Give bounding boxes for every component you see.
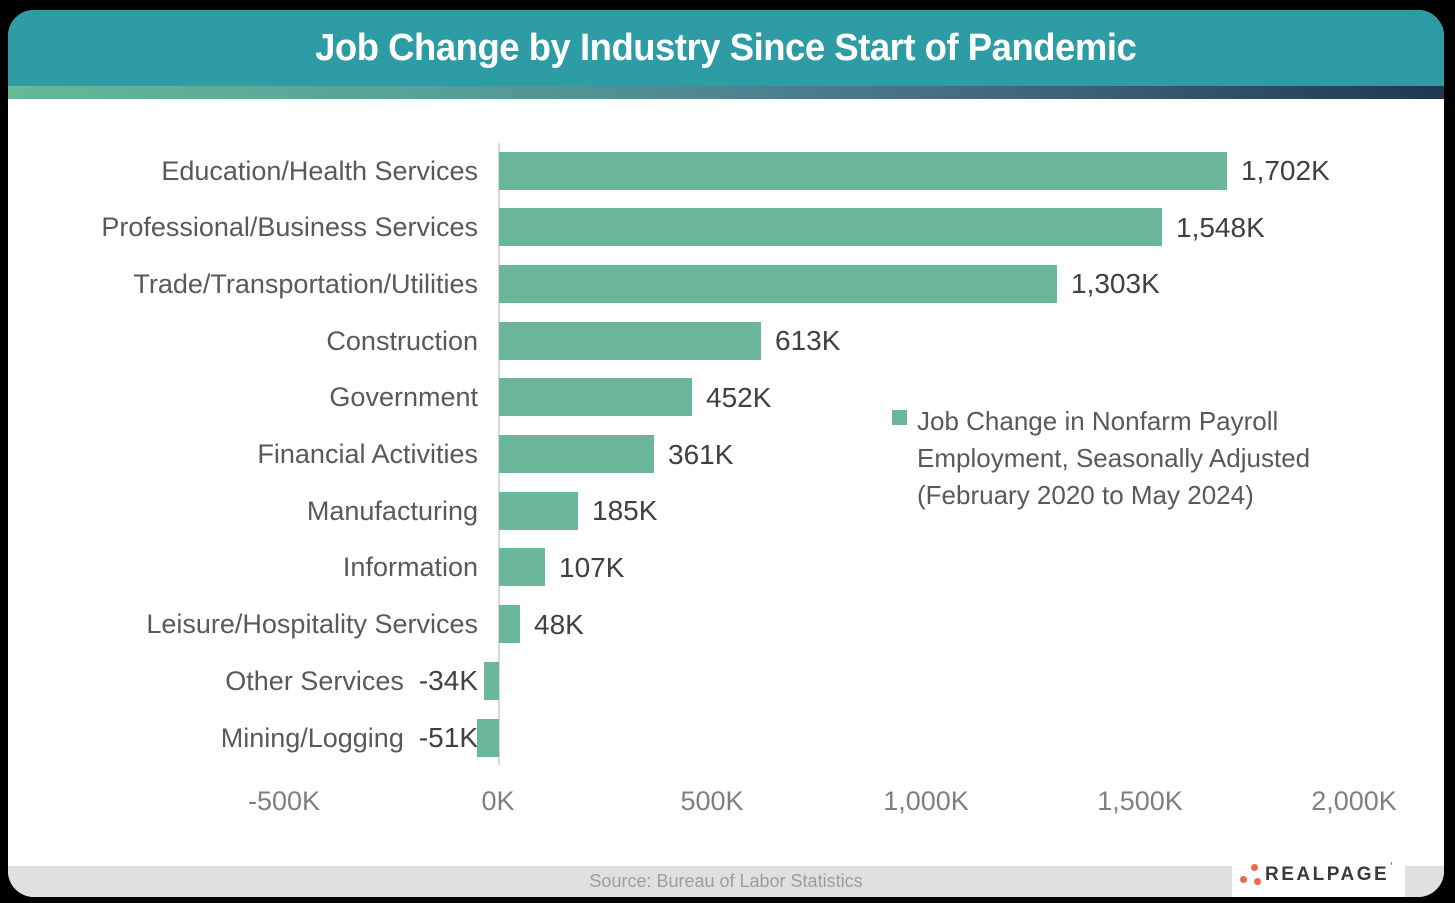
category-label-group: Professional/Business Services [8,199,478,256]
category-label: Manufacturing [306,495,478,526]
category-label-group: Construction [8,313,478,370]
bar [499,548,545,587]
bar [499,321,761,360]
bar [499,208,1162,247]
value-label: 48K [534,608,584,640]
bar-row: Financial Activities 361K [8,426,1444,483]
logo-dot-icon [1251,864,1258,871]
category-label: Information [342,552,478,583]
legend-line: Employment, Seasonally Adjusted [917,443,1311,473]
bar [499,435,654,473]
source-text: Source: Bureau of Labor Statistics [589,871,863,891]
chart-card: Job Change by Industry Since Start of Pa… [8,10,1444,897]
x-axis-tick-label: 1,500K [1097,786,1183,816]
category-label: Mining/Logging [220,722,404,753]
value-label: 1,303K [1071,268,1160,300]
x-axis-tick-label: 2,000K [1311,786,1397,816]
x-axis-tick-label: 0K [481,786,515,816]
logo-dot-icon [1240,876,1247,883]
bar-row: Leisure/Hospitality Services 48K [8,596,1444,653]
x-axis-tick-label: 1,000K [883,786,969,816]
source-bar: Source: Bureau of Labor Statistics [8,866,1444,897]
category-label-group: Information [8,539,478,596]
value-label: 1,702K [1241,155,1330,186]
legend-marker-swatch [892,410,907,425]
category-label-group: Mining/Logging -51K [8,710,478,767]
category-label: Government [329,382,478,413]
accent-gradient-divider [8,86,1444,99]
category-label-group: Leisure/Hospitality Services [8,596,478,653]
chart-title: Job Change by Industry Since Start of Pa… [315,26,1137,69]
trademark-mark: ’ [1390,861,1393,873]
category-label-group: Trade/Transportation/Utilities [8,256,478,313]
x-axis-tick-label: -500K [247,786,321,816]
category-label-group: Education/Health Services [8,143,478,200]
value-label: 452K [706,381,772,413]
category-label: Education/Health Services [161,155,478,186]
legend-label: Job Change in Nonfarm Payroll Employment,… [917,403,1377,514]
bar-row: Manufacturing 185K [8,483,1444,540]
bar-row: Government 452K [8,369,1444,426]
legend-line: Job Change in Nonfarm Payroll [917,406,1279,436]
logo-dot-icon [1254,878,1261,885]
bar [499,491,578,530]
legend-line: (February 2020 to May 2024) [917,480,1254,510]
bar-row: Education/Health Services 1,702K [8,143,1444,200]
category-label: Other Services [225,665,404,696]
value-label: 107K [559,551,625,583]
bar-row: Information 107K [8,539,1444,596]
category-label-group: Government [8,369,478,426]
category-label-group: Manufacturing [8,483,478,540]
bar-row: Mining/Logging -51K [8,710,1444,767]
value-label: 1,548K [1176,211,1265,243]
title-bar: Job Change by Industry Since Start of Pa… [8,10,1444,86]
bar [499,378,692,417]
bar-row: Trade/Transportation/Utilities 1,303K [8,256,1444,313]
value-label: 185K [592,495,658,527]
value-label: 613K [775,325,841,357]
logo-wordmark: REALPAGE [1265,864,1390,885]
category-label: Leisure/Hospitality Services [146,609,478,640]
value-label: 361K [668,438,734,470]
category-label: Construction [326,325,478,356]
bar [499,151,1227,190]
bar [499,264,1057,303]
bar [499,605,520,644]
bar [484,661,499,700]
category-label: Trade/Transportation/Utilities [133,268,478,299]
category-label: Professional/Business Services [101,212,478,243]
category-label-group: Financial Activities [8,426,478,483]
category-label: Financial Activities [257,439,478,469]
bar-row: Construction 613K [8,313,1444,370]
category-label-group: Other Services -34K [8,653,478,710]
bar [477,718,499,757]
bar-row: Other Services -34K [8,653,1444,710]
value-label-negative: -34K [418,665,478,697]
realpage-logo: REALPAGE ’ [1232,851,1405,897]
x-axis-tick-label: 500K [680,786,744,816]
bar-row: Professional/Business Services 1,548K [8,199,1444,256]
value-label-negative: -51K [418,722,478,753]
